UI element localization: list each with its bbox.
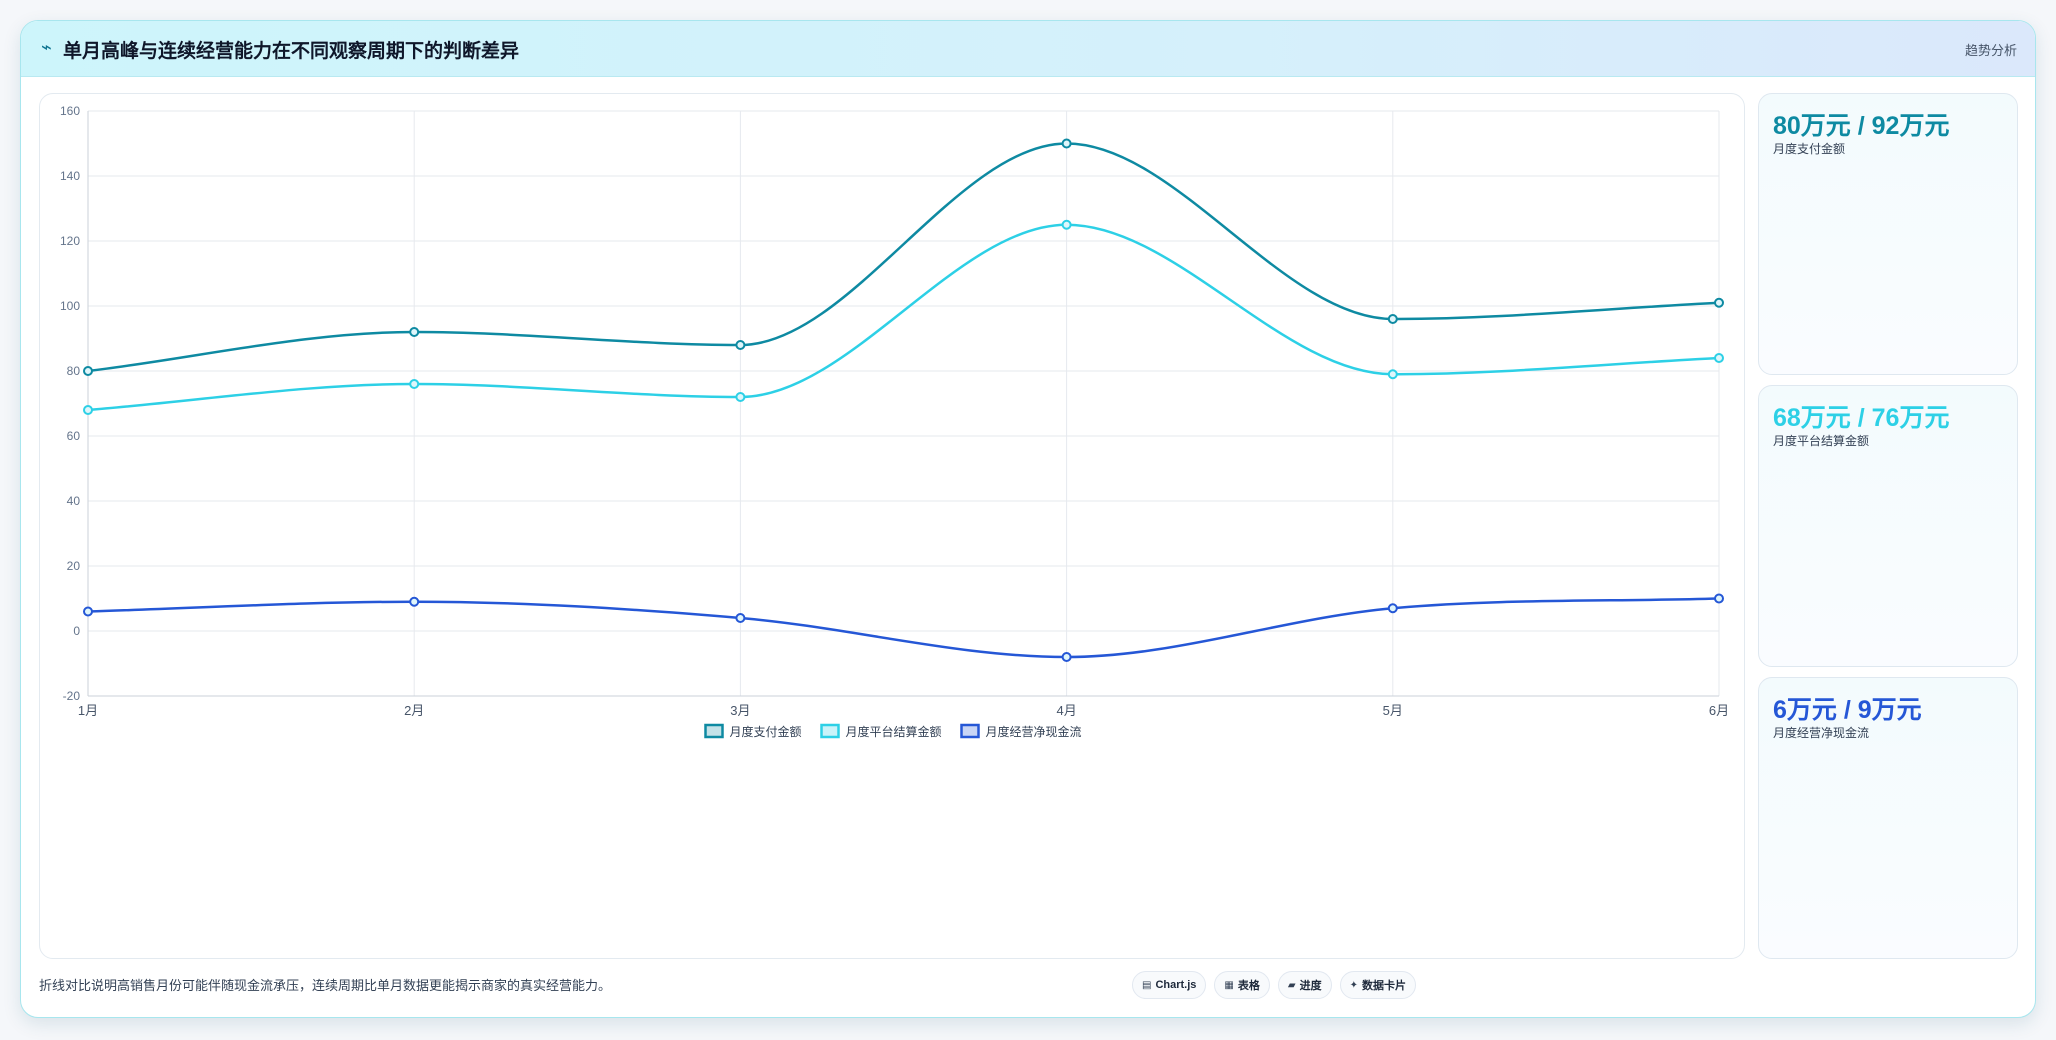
y-tick-label: 160 (60, 104, 80, 118)
pill-data-card[interactable]: ✦ 数据卡片 (1339, 971, 1416, 999)
sparkle-icon: ✦ (1349, 979, 1358, 991)
progress-icon: ▰ (1287, 979, 1296, 991)
series-line (87, 142, 1720, 373)
data-point (1714, 353, 1724, 363)
analysis-tag: 趋势分析 (1964, 43, 2017, 58)
data-point (409, 327, 420, 337)
x-tick-label: 2月 (404, 703, 424, 718)
stat-value: 6万元 / 9万元 (1773, 696, 1922, 724)
y-tick-label: 0 (73, 624, 80, 638)
data-point (735, 392, 746, 402)
data-point (1061, 138, 1072, 149)
data-point (409, 596, 420, 607)
stat-value: 68万元 / 76万元 (1773, 404, 1950, 432)
footer-note: 折线对比说明高销售月份可能伴随现金流承压，连续周期比单月数据更能揭示商家的真实经… (39, 978, 612, 993)
legend-label: 月度支付金额 (730, 724, 802, 739)
data-point (1061, 219, 1072, 230)
chart-icon: ▤ (1142, 979, 1152, 991)
legend-swatch (704, 723, 724, 739)
pill-progress[interactable]: ▰ 进度 (1277, 971, 1332, 999)
data-point (1387, 603, 1398, 614)
dashboard-card: ⌁ 单月高峰与连续经营能力在不同观察周期下的判断差异 趋势分析 -20 0 20 40… (20, 20, 2036, 1018)
trend-icon: ⌁ (41, 37, 52, 57)
stat-card-payment: 80万元 / 92万元 月度支付金额 (1758, 93, 2018, 375)
data-point (83, 405, 93, 415)
x-tick-label: 6月 (1709, 703, 1729, 718)
data-point (1061, 652, 1072, 662)
card-header: ⌁ 单月高峰与连续经营能力在不同观察周期下的判断差异 趋势分析 (21, 21, 2035, 77)
y-tick-label: 80 (67, 364, 81, 378)
y-tick-label: 40 (67, 494, 81, 508)
data-point (1387, 314, 1398, 324)
legend-swatch (960, 723, 980, 739)
data-point (83, 606, 93, 617)
x-tick-label: 3月 (730, 703, 750, 718)
data-point (83, 366, 93, 376)
series-line (87, 223, 1720, 412)
data-point (1714, 593, 1724, 604)
x-tick-label: 1月 (78, 703, 98, 718)
y-tick-label: 140 (60, 169, 80, 183)
y-tick-label: 20 (67, 559, 81, 573)
stat-label: 月度平台结算金额 (1773, 434, 1870, 448)
pill-group: ▤ Chart.js ▦ 表格 ▰ 进度 ✦ 数据卡片 (1132, 971, 1416, 999)
card-title: 单月高峰与连续经营能力在不同观察周期下的判断差异 (63, 41, 520, 62)
pill-label: 表格 (1237, 980, 1260, 992)
data-point (735, 340, 746, 350)
x-tick-label: 5月 (1383, 703, 1403, 718)
y-tick-label: 120 (60, 234, 80, 248)
pill-label: 进度 (1299, 980, 1322, 992)
pill-label: 数据卡片 (1361, 980, 1406, 992)
stat-value: 80万元 / 92万元 (1773, 112, 1950, 140)
legend-swatch (820, 723, 840, 739)
pill-label: Chart.js (1155, 979, 1197, 991)
stat-card-settlement: 68万元 / 76万元 月度平台结算金额 (1758, 385, 2018, 667)
x-tick-label: 4月 (1056, 703, 1076, 718)
legend-label: 月度平台结算金额 (846, 724, 942, 739)
stat-label: 月度支付金额 (1773, 142, 1846, 156)
y-tick-label: 100 (60, 299, 80, 313)
stat-label: 月度经营净现金流 (1773, 726, 1870, 740)
line-chart: -20 0 20 40 60 80 100 120 140 160 1月 2月 3月 4月 5月 6月月度支付… (60, 104, 1729, 739)
pill-table[interactable]: ▦ 表格 (1214, 971, 1270, 999)
pill-chartjs[interactable]: ▤ Chart.js (1132, 971, 1207, 999)
data-point (1714, 297, 1724, 308)
legend-label: 月度经营净现金流 (986, 724, 1082, 739)
series-line (87, 597, 1720, 659)
y-tick-label: 60 (67, 429, 81, 443)
y-tick-label: -20 (63, 689, 81, 703)
table-icon: ▦ (1224, 979, 1234, 991)
data-point (735, 613, 746, 623)
stat-card-cashflow: 6万元 / 9万元 月度经营净现金流 (1758, 677, 2018, 959)
data-point (409, 379, 420, 389)
chart-panel: -20 0 20 40 60 80 100 120 140 160 1月 2月 3月 4月 5月 6月月度支付… (39, 93, 1745, 959)
data-point (1387, 369, 1398, 380)
